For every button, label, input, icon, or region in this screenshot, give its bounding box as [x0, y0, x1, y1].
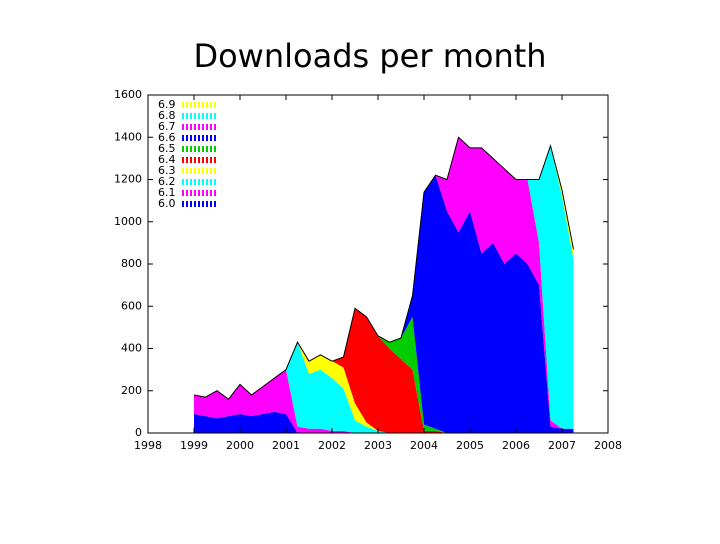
legend-label: 6.1 — [158, 186, 176, 199]
area — [194, 175, 574, 433]
x-tick-label: 2005 — [456, 439, 484, 452]
legend-label: 6.4 — [158, 153, 176, 166]
area — [194, 369, 574, 433]
legend-label: 6.7 — [158, 120, 176, 133]
y-tick-label: 1200 — [114, 173, 142, 186]
y-tick-label: 400 — [121, 342, 142, 355]
y-tick-label: 1600 — [114, 88, 142, 101]
area — [194, 342, 574, 433]
x-tick-label: 2003 — [364, 439, 392, 452]
legend-label: 6.3 — [158, 164, 176, 177]
x-tick-label: 1998 — [134, 439, 162, 452]
legend-label: 6.0 — [158, 197, 176, 210]
legend-label: 6.8 — [158, 109, 176, 122]
x-tick-label: 2004 — [410, 439, 438, 452]
area — [194, 308, 574, 433]
x-tick-label: 2006 — [502, 439, 530, 452]
chart-title: Downloads per month — [193, 37, 546, 75]
x-tick-label: 2002 — [318, 439, 346, 452]
legend-label: 6.6 — [158, 131, 176, 144]
area — [194, 137, 574, 429]
x-tick-label: 1999 — [180, 439, 208, 452]
y-tick-label: 600 — [121, 299, 142, 312]
legend-label: 6.2 — [158, 175, 176, 188]
area — [194, 411, 574, 433]
legend-label: 6.5 — [158, 142, 176, 155]
y-tick-label: 1000 — [114, 215, 142, 228]
x-tick-label: 2001 — [272, 439, 300, 452]
x-tick-label: 2007 — [548, 439, 576, 452]
x-tick-label: 2000 — [226, 439, 254, 452]
y-tick-label: 800 — [121, 257, 142, 270]
legend-label: 6.9 — [158, 98, 176, 111]
x-tick-label: 2008 — [594, 439, 622, 452]
y-tick-label: 1400 — [114, 130, 142, 143]
y-tick-label: 200 — [121, 384, 142, 397]
y-tick-label: 0 — [135, 426, 142, 439]
total-outline — [193, 136, 574, 400]
